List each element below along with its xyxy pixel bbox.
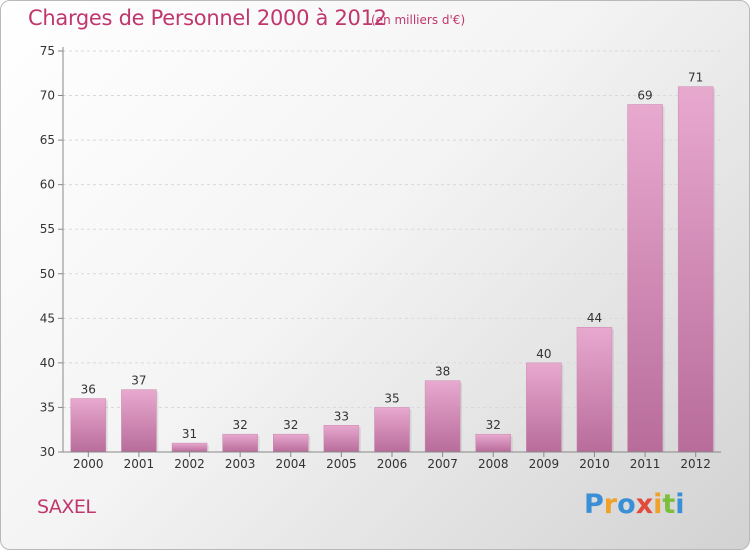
- bar: [475, 433, 511, 453]
- y-tick-label: 55: [40, 222, 55, 236]
- bar-value-label: 71: [688, 71, 703, 85]
- chart-subtitle: (en milliers d'€): [371, 13, 466, 27]
- bar: [273, 433, 309, 453]
- y-tick-label: 35: [40, 400, 55, 414]
- logo-letter: r: [603, 489, 618, 520]
- x-tick-label: 2001: [124, 457, 155, 471]
- bar-value-label: 33: [334, 409, 349, 423]
- bar-value-label: 40: [536, 347, 551, 361]
- x-tick-label: 2005: [326, 457, 357, 471]
- bar-value-label: 32: [283, 418, 298, 432]
- bar: [121, 389, 157, 453]
- x-tick-label: 2008: [478, 457, 509, 471]
- bar-value-label: 36: [81, 383, 96, 397]
- bar-value-label: 32: [233, 418, 248, 432]
- x-tick-label: 2003: [225, 457, 256, 471]
- bar: [70, 398, 107, 453]
- proxiti-logo: Proxiti: [584, 489, 685, 520]
- bar-value-label: 37: [131, 374, 146, 388]
- x-tick-label: 2012: [680, 457, 711, 471]
- y-tick-label: 50: [40, 267, 55, 281]
- x-tick-label: 2007: [427, 457, 458, 471]
- logo-letter: P: [584, 489, 604, 520]
- x-tick-label: 2002: [174, 457, 205, 471]
- bar: [374, 407, 410, 453]
- x-tick-label: 2010: [579, 457, 610, 471]
- bar: [222, 433, 258, 453]
- bar: [323, 425, 360, 453]
- chart-title: Charges de Personnel 2000 à 2012: [28, 6, 387, 30]
- logo-letter: o: [617, 489, 636, 520]
- x-tick-label: 2006: [377, 457, 408, 471]
- bar: [424, 380, 461, 453]
- bar: [627, 104, 663, 453]
- y-tick-label: 65: [40, 133, 55, 147]
- y-tick-label: 30: [40, 445, 55, 459]
- y-tick-label: 60: [40, 178, 55, 192]
- logo-letter: i: [675, 489, 685, 520]
- bar: [576, 326, 613, 453]
- bar-value-label: 32: [486, 418, 501, 432]
- bar: [171, 442, 208, 453]
- x-tick-label: 2000: [73, 457, 104, 471]
- logo-letter: i: [653, 489, 663, 520]
- entity-name: SAXEL: [37, 496, 96, 518]
- bar: [677, 86, 714, 453]
- y-tick-label: 40: [40, 356, 55, 370]
- bar: [526, 362, 562, 453]
- bar-value-label: 31: [182, 427, 197, 441]
- logo-letter: x: [635, 489, 654, 520]
- y-tick-label: 75: [40, 44, 55, 58]
- x-tick-label: 2004: [275, 457, 306, 471]
- bar-value-label: 35: [384, 391, 399, 405]
- bar-value-label: 69: [637, 88, 652, 102]
- y-tick-label: 45: [40, 311, 55, 325]
- bar-value-label: 44: [587, 311, 602, 325]
- y-tick-label: 70: [40, 89, 55, 103]
- x-tick-label: 2009: [529, 457, 560, 471]
- x-tick-label: 2011: [630, 457, 661, 471]
- logo-letter: t: [662, 489, 676, 520]
- bar-value-label: 38: [435, 365, 450, 379]
